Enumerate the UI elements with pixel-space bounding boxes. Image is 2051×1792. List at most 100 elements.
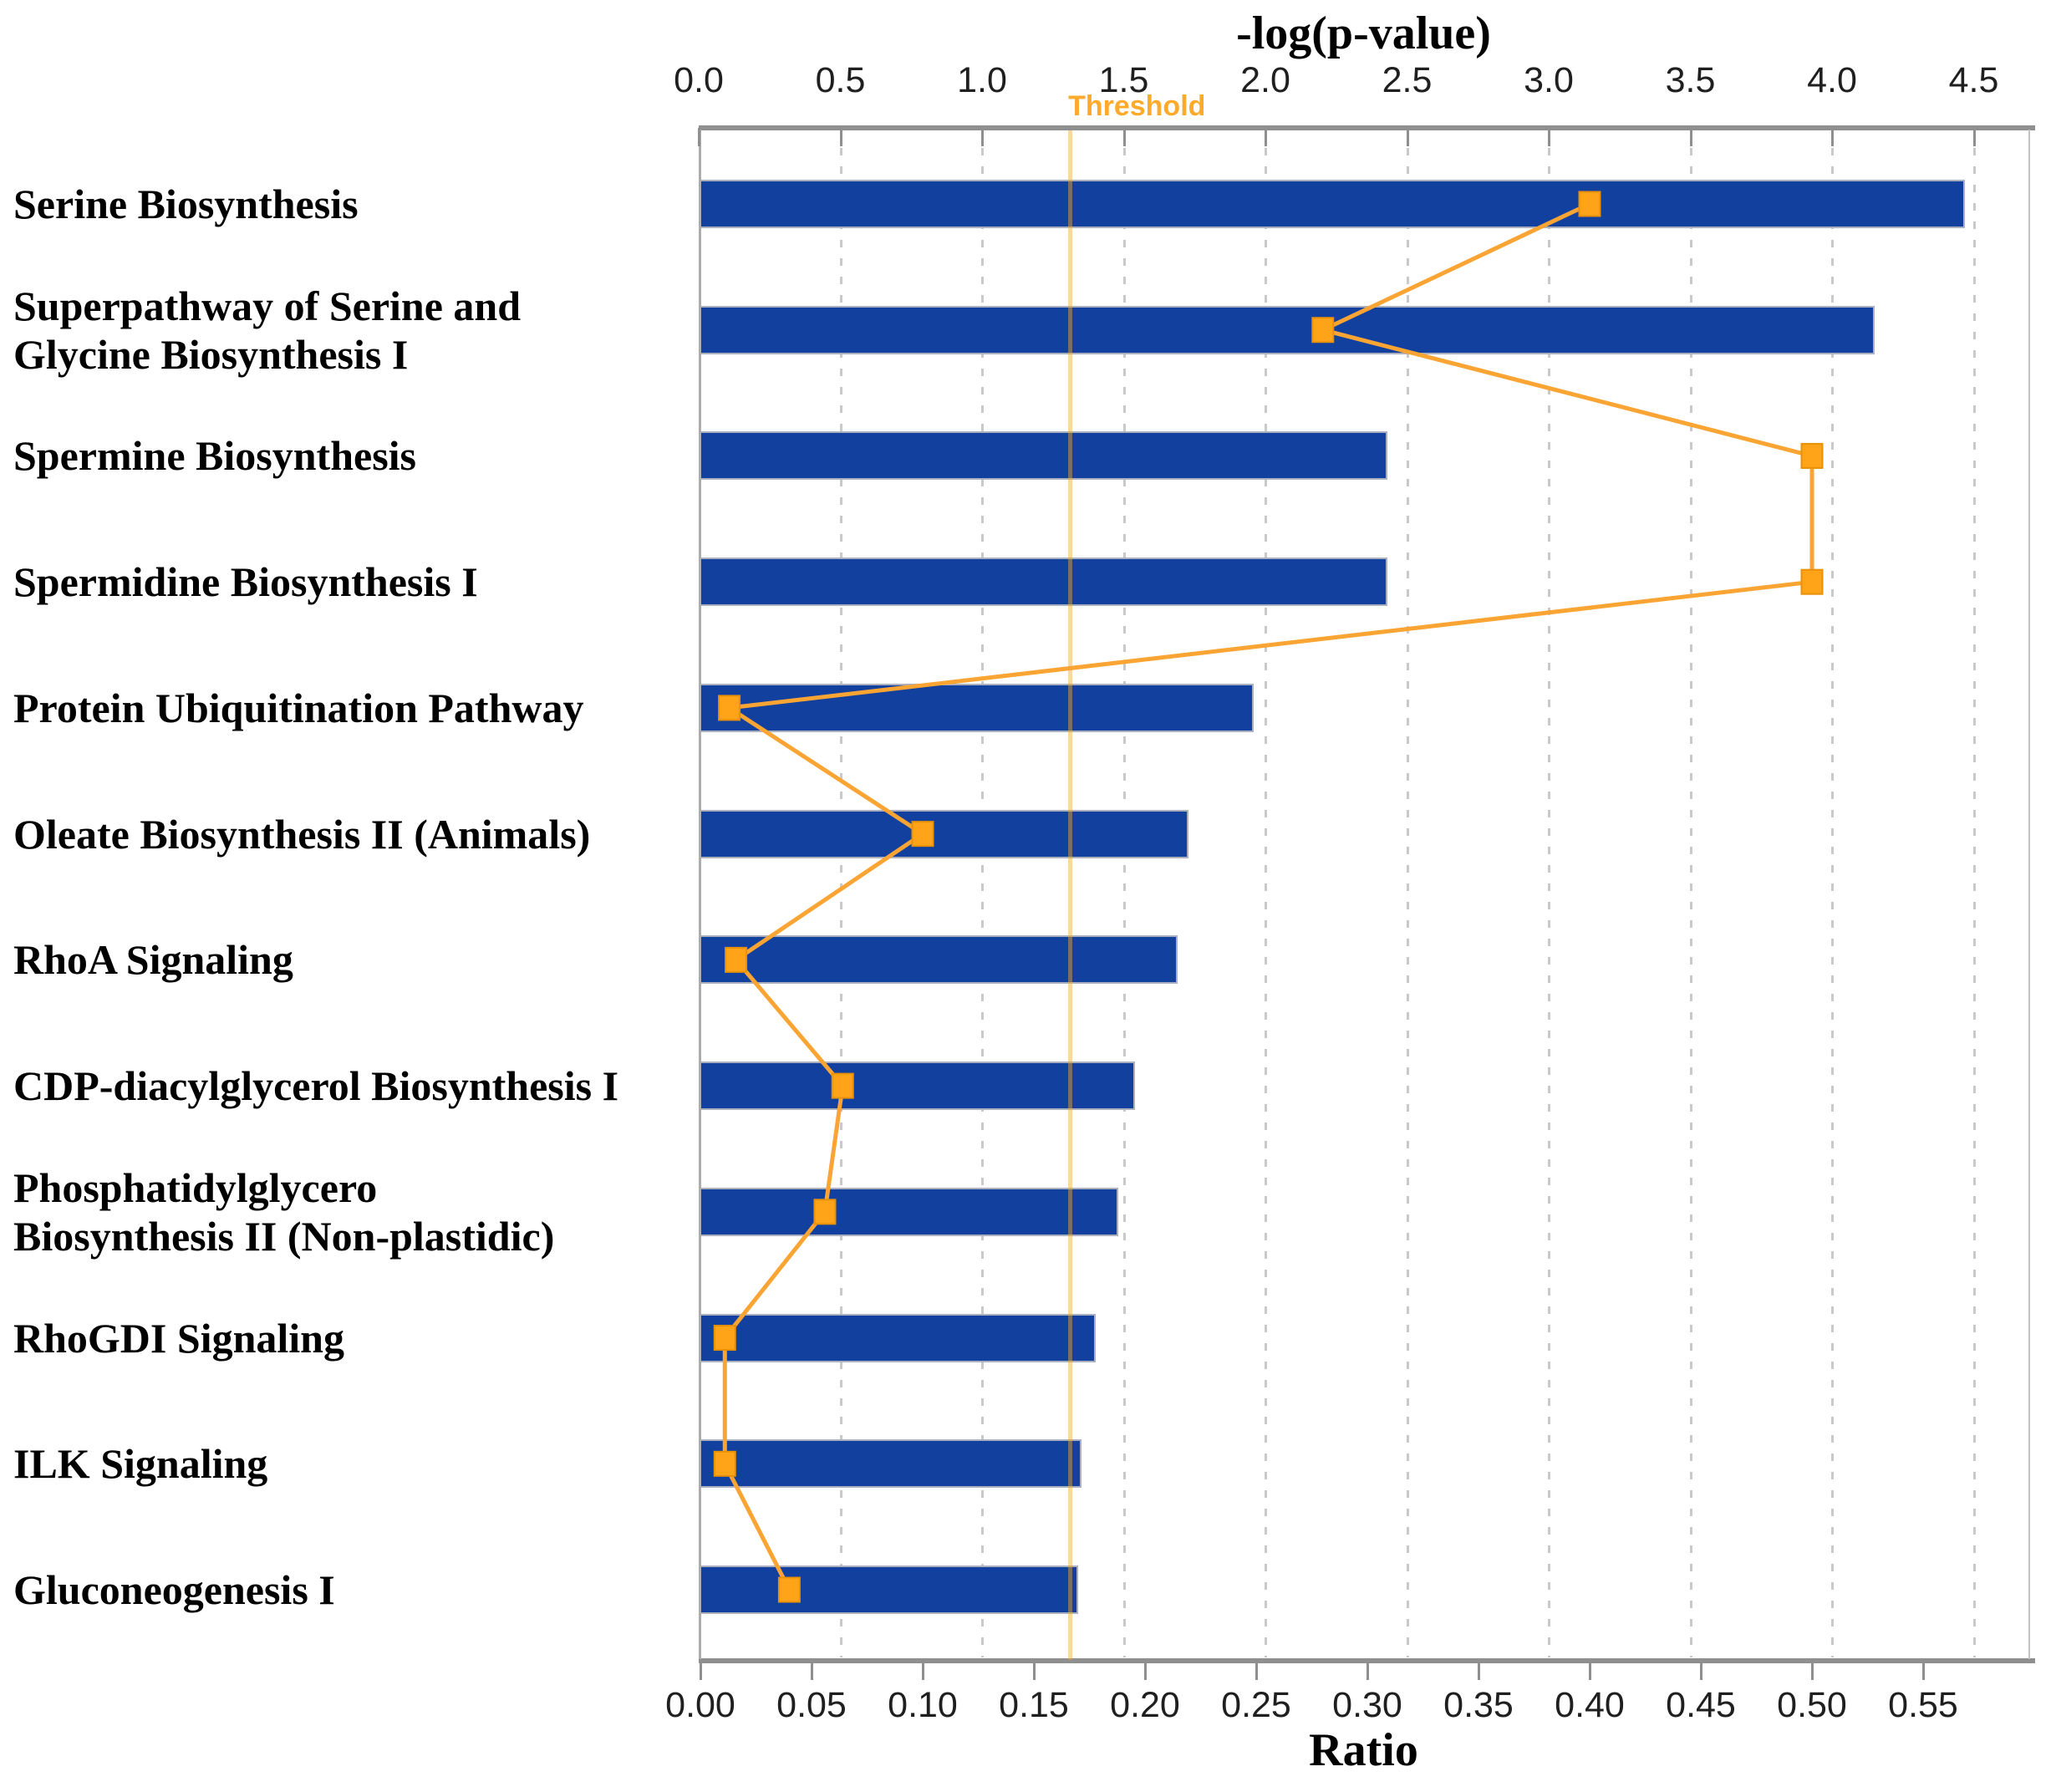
top-tick-mark: [1972, 128, 1976, 146]
ratio-marker: [777, 1576, 801, 1603]
top-tick-label: 3.0: [1524, 60, 1574, 100]
top-tick-mark: [981, 128, 984, 146]
top-tick-mark: [1831, 128, 1834, 146]
plot-right-border: [2028, 130, 2030, 1659]
top-axis-line: [699, 125, 2035, 130]
category-label: Spermine Biosynthesis: [13, 432, 417, 480]
top-tick-label: 3.5: [1665, 60, 1716, 100]
bottom-tick-label: 0.15: [999, 1685, 1069, 1725]
pvalue-bar: [699, 809, 1189, 858]
ratio-marker: [713, 1325, 736, 1352]
vertical-gridline: [1831, 148, 1834, 1657]
pvalue-bar: [699, 1187, 1118, 1236]
category-label: ILK Signaling: [13, 1440, 268, 1488]
bottom-tick-label: 0.50: [1777, 1685, 1847, 1725]
bottom-tick-label: 0.25: [1221, 1685, 1291, 1725]
bottom-tick-label: 0.40: [1555, 1685, 1625, 1725]
bottom-tick-mark: [1811, 1662, 1814, 1680]
category-label: Phosphatidylglycero Biosynthesis II (Non…: [13, 1163, 555, 1260]
top-axis-title: -log(p-value): [1236, 8, 1491, 59]
pvalue-bar: [699, 180, 1966, 228]
bottom-tick-label: 0.55: [1888, 1685, 1958, 1725]
ratio-marker: [718, 695, 741, 721]
top-tick-label: 0.5: [815, 60, 866, 100]
bottom-axis-title: Ratio: [1309, 1724, 1418, 1776]
bottom-tick-mark: [1589, 1662, 1591, 1680]
top-tick-label: 1.5: [1098, 60, 1149, 100]
bottom-tick-mark: [1255, 1662, 1258, 1680]
top-tick-mark: [1548, 128, 1550, 146]
category-label: Spermidine Biosynthesis I: [13, 558, 478, 606]
top-tick-mark: [1265, 128, 1267, 146]
top-tick-label: 4.5: [1948, 60, 1999, 100]
bottom-tick-mark: [922, 1662, 924, 1680]
top-tick-mark: [1406, 128, 1409, 146]
pvalue-bar: [699, 1313, 1096, 1362]
ratio-marker: [831, 1072, 854, 1099]
category-label: RhoA Signaling: [13, 936, 293, 984]
bottom-tick-label: 0.45: [1666, 1685, 1736, 1725]
ratio-line: [722, 201, 1814, 1591]
plot-left-border: [699, 130, 701, 1659]
vertical-gridline: [1406, 148, 1409, 1657]
category-label: Protein Ubiquitination Pathway: [13, 684, 584, 731]
vertical-gridline: [981, 148, 984, 1657]
category-label: Gluconeogenesis I: [13, 1566, 335, 1614]
bottom-tick-label: 0.35: [1443, 1685, 1514, 1725]
bottom-tick-mark: [700, 1662, 702, 1680]
threshold-label: Threshold: [1068, 90, 1206, 122]
bottom-tick-mark: [1478, 1662, 1480, 1680]
pvalue-bar: [699, 431, 1387, 481]
top-tick-label: 4.0: [1807, 60, 1857, 100]
bottom-tick-label: 0.30: [1332, 1685, 1402, 1725]
top-tick-mark: [839, 128, 842, 146]
vertical-gridline: [1689, 148, 1692, 1657]
vertical-gridline: [1265, 148, 1267, 1657]
bottom-tick-mark: [1700, 1662, 1702, 1680]
category-label: RhoGDI Signaling: [13, 1314, 344, 1362]
top-tick-label: 1.0: [957, 60, 1007, 100]
bottom-tick-label: 0.05: [776, 1685, 847, 1725]
top-tick-label: 0.0: [674, 60, 724, 100]
top-tick-label: 2.0: [1240, 60, 1290, 100]
bottom-tick-mark: [1922, 1662, 1925, 1680]
category-label: Serine Biosynthesis: [13, 181, 359, 227]
ratio-marker: [911, 821, 934, 848]
pvalue-bar: [699, 1061, 1136, 1111]
bottom-tick-mark: [1366, 1662, 1369, 1680]
pvalue-bar: [699, 1565, 1079, 1615]
category-label: Oleate Biosynthesis II (Animals): [13, 810, 591, 858]
threshold-line: [1068, 130, 1073, 1660]
vertical-gridline: [1972, 148, 1976, 1657]
pvalue-bar: [699, 305, 1875, 354]
ratio-marker: [1800, 442, 1824, 469]
pvalue-bar: [699, 935, 1178, 985]
category-label: CDP-diacylglycerol Biosynthesis I: [13, 1062, 619, 1110]
bottom-tick-label: 0.00: [665, 1685, 735, 1725]
bottom-tick-mark: [1033, 1662, 1036, 1680]
ratio-marker: [713, 1450, 736, 1477]
top-tick-label: 2.5: [1382, 60, 1433, 100]
category-label: Superpathway of Serine and Glycine Biosy…: [13, 282, 522, 378]
vertical-gridline: [1122, 148, 1126, 1657]
top-tick-mark: [1689, 128, 1692, 146]
ratio-marker: [725, 946, 748, 973]
ratio-marker: [813, 1199, 837, 1225]
top-tick-mark: [698, 128, 700, 146]
bottom-axis-line: [699, 1658, 2035, 1663]
bottom-tick-label: 0.10: [888, 1685, 958, 1725]
vertical-gridline: [839, 148, 842, 1657]
bottom-tick-mark: [1144, 1662, 1147, 1680]
top-tick-mark: [1122, 128, 1126, 146]
pvalue-bar: [699, 1439, 1081, 1489]
ratio-marker: [1800, 568, 1824, 595]
vertical-gridline: [1548, 148, 1550, 1657]
ratio-marker: [1578, 191, 1601, 217]
pvalue-bar: [699, 557, 1387, 607]
bottom-tick-label: 0.20: [1110, 1685, 1180, 1725]
ratio-marker: [1311, 317, 1335, 344]
pvalue-bar: [699, 683, 1255, 732]
bottom-tick-mark: [811, 1662, 813, 1680]
